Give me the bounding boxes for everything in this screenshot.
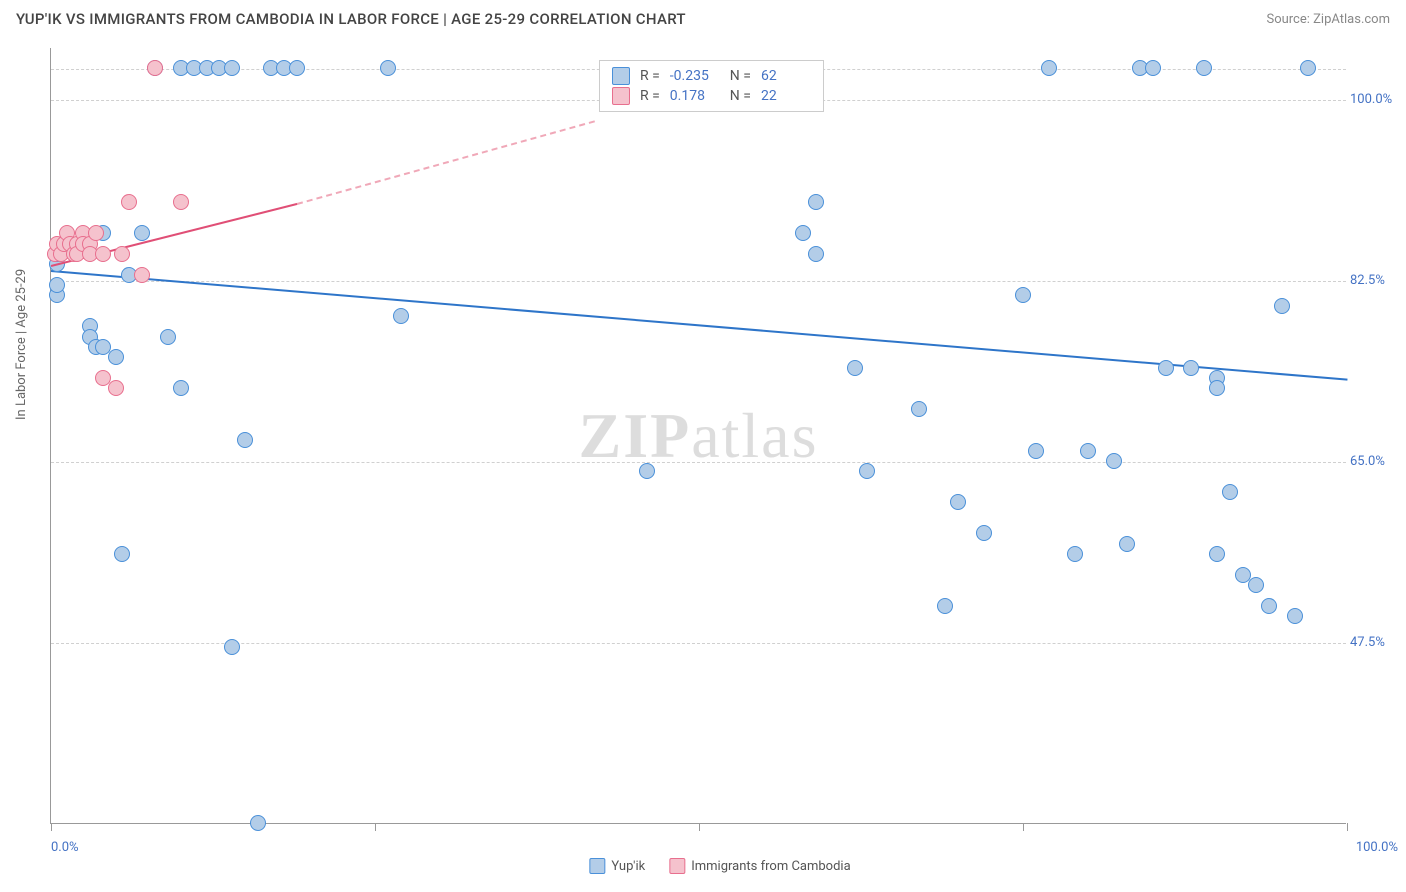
data-point-yupik — [937, 598, 953, 614]
data-point-yupik — [1222, 484, 1238, 500]
data-point-yupik — [1209, 546, 1225, 562]
data-point-cambodia — [173, 194, 189, 210]
gridline — [51, 462, 1346, 463]
data-point-yupik — [250, 815, 266, 831]
data-point-yupik — [1067, 546, 1083, 562]
data-point-yupik — [289, 60, 305, 76]
gridline — [51, 281, 1346, 282]
source-attribution: Source: ZipAtlas.com — [1266, 12, 1390, 27]
data-point-yupik — [393, 308, 409, 324]
legend-label: Yup'ik — [611, 859, 645, 874]
data-point-yupik — [1145, 60, 1161, 76]
data-point-yupik — [1080, 443, 1096, 459]
data-point-yupik — [224, 60, 240, 76]
stat-row: R = 0.178 N = 22 — [612, 87, 811, 105]
stat-n-label: N = — [730, 88, 751, 104]
stat-r-value: 0.178 — [670, 88, 720, 104]
data-point-yupik — [380, 60, 396, 76]
data-point-yupik — [950, 494, 966, 510]
data-point-cambodia — [108, 380, 124, 396]
data-point-yupik — [1209, 380, 1225, 396]
stat-n-label: N = — [730, 68, 751, 84]
data-point-yupik — [1106, 453, 1122, 469]
data-point-cambodia — [134, 267, 150, 283]
stat-r-label: R = — [640, 68, 660, 84]
x-tick-label: 100.0% — [1356, 840, 1398, 855]
chart-title: YUP'IK VS IMMIGRANTS FROM CAMBODIA IN LA… — [16, 10, 686, 28]
data-point-cambodia — [114, 246, 130, 262]
data-point-yupik — [173, 380, 189, 396]
data-point-yupik — [1028, 443, 1044, 459]
y-tick-label: 82.5% — [1350, 273, 1406, 288]
data-point-cambodia — [95, 246, 111, 262]
stat-row: R = -0.235 N = 62 — [612, 67, 811, 85]
data-point-yupik — [1287, 608, 1303, 624]
x-tick-label: 0.0% — [51, 840, 79, 855]
legend: Yup'ik Immigrants from Cambodia — [589, 858, 850, 874]
trend-line-extrapolated — [297, 120, 596, 205]
y-tick-label: 65.0% — [1350, 454, 1406, 469]
data-point-yupik — [1183, 360, 1199, 376]
x-tick — [699, 823, 700, 831]
data-point-yupik — [639, 463, 655, 479]
data-point-yupik — [1196, 60, 1212, 76]
data-point-yupik — [859, 463, 875, 479]
trend-line — [51, 270, 1347, 381]
data-point-yupik — [808, 194, 824, 210]
data-point-cambodia — [88, 225, 104, 241]
data-point-cambodia — [147, 60, 163, 76]
y-tick-label: 47.5% — [1350, 635, 1406, 650]
data-point-yupik — [49, 277, 65, 293]
series-swatch — [612, 87, 630, 105]
data-point-yupik — [1248, 577, 1264, 593]
stat-n-value: 62 — [761, 68, 811, 84]
gridline — [51, 643, 1346, 644]
data-point-cambodia — [121, 194, 137, 210]
data-point-yupik — [795, 225, 811, 241]
series-swatch — [612, 67, 630, 85]
data-point-yupik — [108, 349, 124, 365]
x-tick — [51, 823, 52, 831]
data-point-yupik — [1041, 60, 1057, 76]
data-point-yupik — [237, 432, 253, 448]
data-point-yupik — [976, 525, 992, 541]
stat-n-value: 22 — [761, 88, 811, 104]
data-point-yupik — [1274, 298, 1290, 314]
data-point-yupik — [1119, 536, 1135, 552]
data-point-yupik — [847, 360, 863, 376]
x-tick — [1347, 823, 1348, 831]
data-point-yupik — [134, 225, 150, 241]
data-point-yupik — [224, 639, 240, 655]
y-tick-label: 100.0% — [1350, 92, 1406, 107]
data-point-yupik — [911, 401, 927, 417]
x-tick — [1023, 823, 1024, 831]
legend-swatch — [669, 858, 685, 874]
legend-label: Immigrants from Cambodia — [691, 859, 850, 874]
data-point-yupik — [1015, 287, 1031, 303]
x-tick — [375, 823, 376, 831]
data-point-yupik — [808, 246, 824, 262]
stat-r-label: R = — [640, 88, 660, 104]
legend-item: Yup'ik — [589, 858, 645, 874]
stat-r-value: -0.235 — [670, 68, 720, 84]
data-point-yupik — [1300, 60, 1316, 76]
data-point-yupik — [114, 546, 130, 562]
data-point-yupik — [160, 329, 176, 345]
legend-swatch — [589, 858, 605, 874]
chart-area: ZIPatlas 47.5%65.0%82.5%100.0%0.0%100.0%… — [50, 48, 1390, 838]
correlation-stats-box: R = -0.235 N = 62 R = 0.178 N = 22 — [599, 60, 824, 112]
plot-region: ZIPatlas 47.5%65.0%82.5%100.0%0.0%100.0%… — [50, 48, 1346, 824]
data-point-yupik — [1261, 598, 1277, 614]
data-point-yupik — [1158, 360, 1174, 376]
y-axis-label: In Labor Force | Age 25-29 — [14, 269, 29, 420]
legend-item: Immigrants from Cambodia — [669, 858, 850, 874]
